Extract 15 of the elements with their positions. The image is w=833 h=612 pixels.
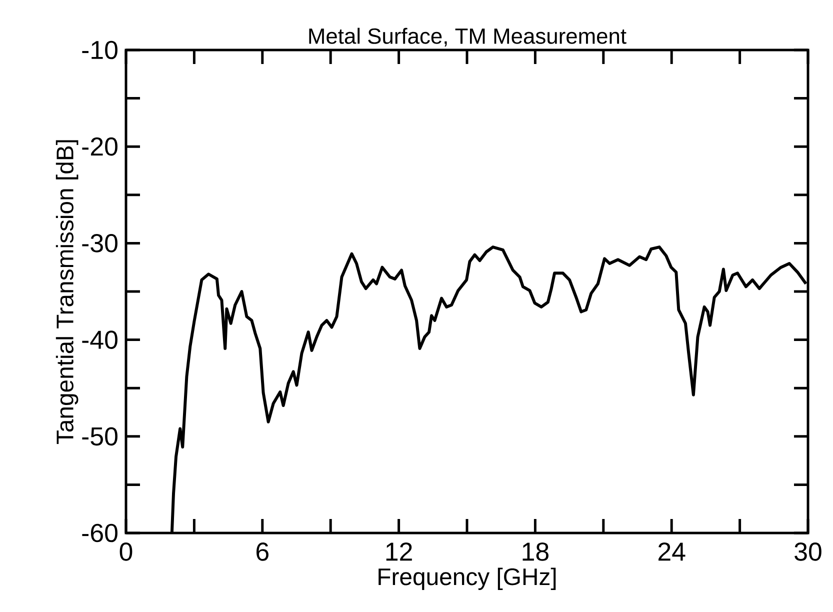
x-tick-label: 24	[658, 542, 686, 561]
chart-title: Metal Surface, TM Measurement	[309, 28, 626, 46]
x-tick-label: 0	[120, 542, 132, 561]
x-tick-label: 18	[522, 542, 548, 561]
x-tick-label: 30	[794, 542, 822, 561]
y-tick-label: -40	[82, 330, 118, 349]
y-axis-title: Tangential Transmission [dB]	[56, 140, 78, 444]
y-tick-label: -60	[82, 524, 118, 542]
x-tick-label: 6	[256, 542, 268, 561]
x-axis-title: Frequency [GHz]	[378, 568, 556, 590]
y-tick-label: -10	[82, 40, 118, 60]
y-tick-label: -20	[82, 137, 118, 156]
y-tick-label: -50	[82, 427, 118, 446]
y-tick-label: -30	[82, 234, 118, 252]
x-tick-label: 12	[386, 542, 412, 561]
